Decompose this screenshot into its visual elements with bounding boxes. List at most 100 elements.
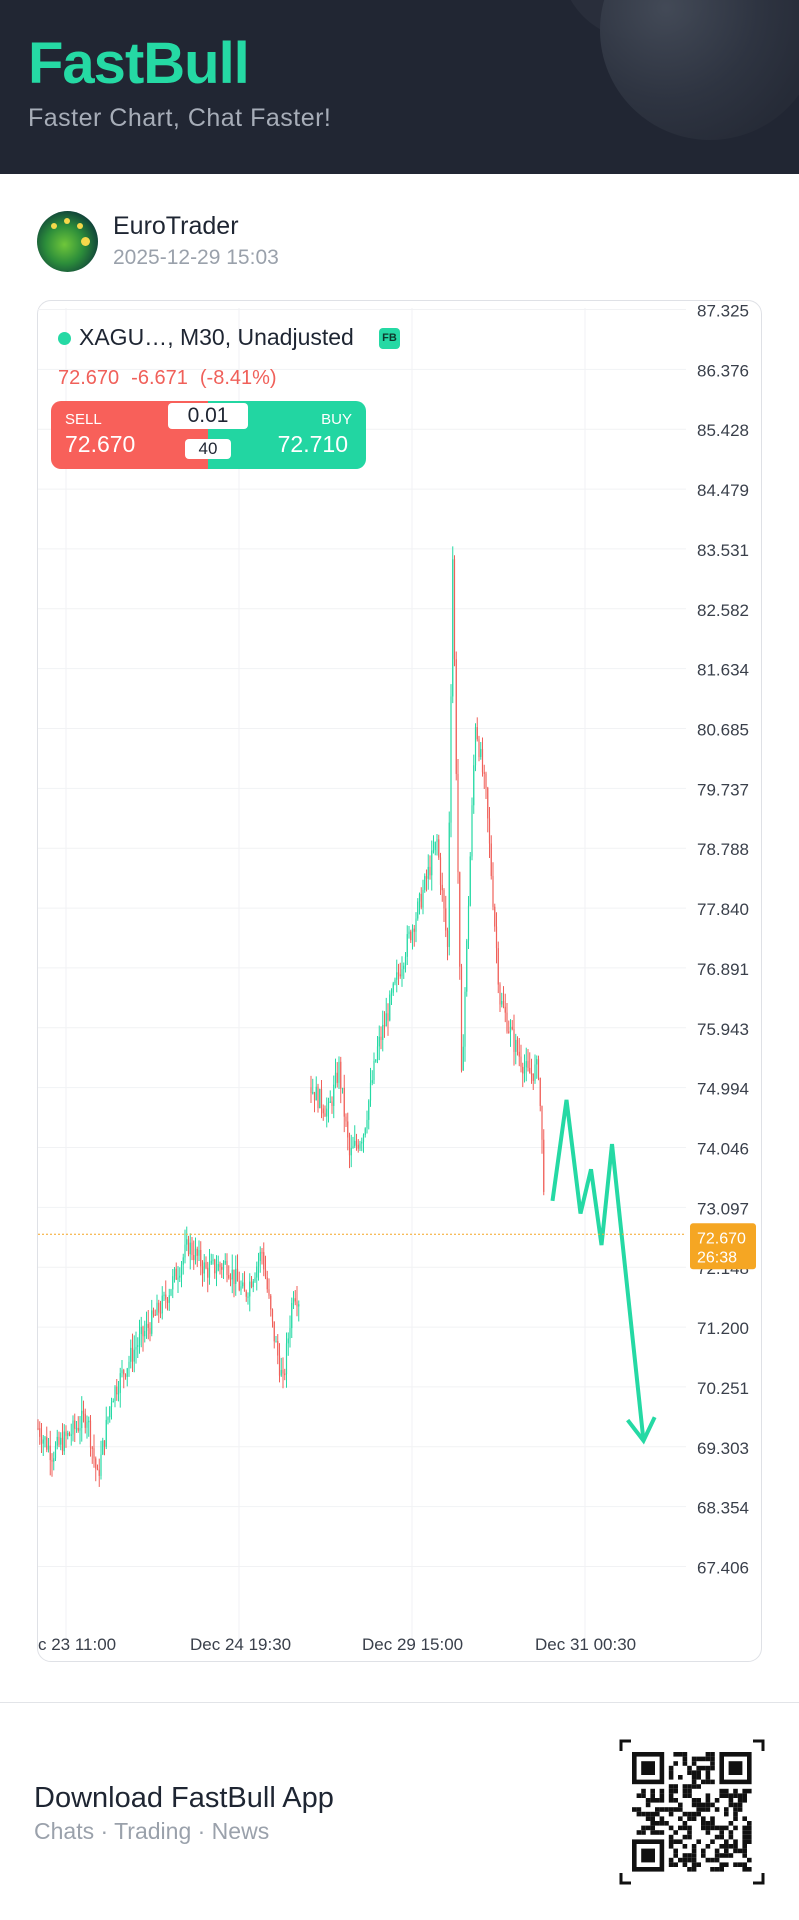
current-price-countdown: 26:38 [697,1249,737,1266]
lot-size-input[interactable]: 0.01 [168,403,248,429]
qr-module [655,1798,660,1803]
candle-body [39,1428,41,1437]
qr-module [710,1761,715,1766]
candle-body [247,1296,249,1298]
qr-module [645,1798,651,1803]
qr-code[interactable] [619,1739,765,1885]
candle-body [418,893,421,902]
qr-module [728,1834,734,1840]
qr-module [682,1862,688,1867]
candle-body [130,1347,132,1362]
qr-module [701,1765,706,1771]
candle-body [215,1270,218,1274]
qr-corner [753,1739,765,1751]
symbol-title[interactable]: XAGU…, M30, Unadjusted [79,324,354,351]
qr-module [719,1844,724,1849]
candle-body [65,1431,67,1436]
candle-body [399,974,401,977]
candle-body [408,931,410,935]
qr-module [728,1830,734,1835]
download-title[interactable]: Download FastBull App [34,1782,334,1814]
y-tick-label: 80.685 [697,721,749,740]
y-tick-label: 69.303 [697,1439,749,1458]
candle-body [383,1024,386,1027]
author-name[interactable]: EuroTrader [113,212,239,240]
qr-module [701,1756,706,1762]
candle-body [537,1059,540,1078]
quantity-input[interactable]: 40 [185,439,231,459]
qr-module [655,1821,660,1826]
candle-body [42,1439,44,1444]
candle-body [488,818,491,844]
qr-module [659,1830,665,1835]
qr-module [691,1756,697,1762]
candle-body [289,1328,291,1339]
qr-module [701,1779,706,1785]
candle-body [532,1073,534,1081]
trade-widget: SELL 72.670 BUY 72.710 0.01 40 [51,401,366,469]
qr-module [724,1811,729,1817]
candle-body [348,1137,351,1156]
candle-body [93,1448,95,1459]
buy-button[interactable]: BUY 72.710 [208,401,366,469]
sell-label: SELL [65,411,102,428]
candle-body [89,1420,92,1448]
qr-module [710,1867,715,1872]
qr-module [733,1788,738,1794]
candle-body [226,1260,228,1276]
candle-body [200,1249,202,1267]
qr-module [682,1811,688,1817]
candle-body [474,727,477,766]
y-tick-label: 85.428 [697,421,749,440]
qr-module [728,1793,734,1798]
qr-module [668,1770,674,1775]
candle-body [516,1039,519,1052]
candle-body [54,1445,57,1459]
qr-module [659,1798,665,1803]
qr-module [705,1793,711,1798]
qr-finder-center [641,1761,655,1775]
candle-body [481,748,484,773]
candle-body [165,1294,167,1300]
candle-body [53,1458,55,1462]
qr-module [678,1802,683,1808]
candle-body [236,1268,239,1282]
candle-body [336,1072,338,1083]
qr-module [682,1752,688,1757]
candle-body [525,1061,527,1068]
candle-body [275,1341,277,1343]
forecast-arrow-path [550,1099,646,1441]
candle-body [345,1116,347,1122]
candle-body [294,1298,296,1302]
qr-module [691,1784,697,1789]
qr-module [668,1839,674,1844]
qr-module [733,1811,738,1817]
price-chart[interactable]: 87.325 86.376 85.428 84.479 83.531 82.582 81.6… [0,0,799,1700]
sell-price: 72.670 [65,431,136,457]
forecast-arrow [550,1099,657,1445]
author-avatar[interactable] [37,211,98,272]
qr-module [650,1788,655,1794]
candle-body [317,1086,319,1109]
qr-module [714,1857,720,1863]
qr-module [687,1811,692,1817]
avatar-star-icon [64,218,70,224]
candle-body [138,1334,141,1346]
qr-module [733,1839,738,1844]
qr-module [682,1821,688,1826]
qr-module [719,1830,724,1835]
candle-body [229,1278,232,1280]
post-timestamp: 2025-12-29 15:03 [113,246,279,269]
qr-module [737,1793,743,1798]
y-tick-label: 75.943 [697,1020,749,1039]
candle-body [487,787,489,819]
candle-body [131,1347,134,1362]
y-tick-label: 81.634 [697,661,749,680]
qr-module [701,1825,706,1831]
candle-body [114,1386,116,1401]
time-axis: c 23 11:00 Dec 24 19:30 Dec 29 15:00 Dec 31… [38,1635,636,1654]
qr-module [678,1825,683,1831]
candle-body [371,1080,373,1083]
candle-body [347,1121,349,1138]
price-change-line: 72.670 -6.671 (-8.41%) [58,367,289,390]
